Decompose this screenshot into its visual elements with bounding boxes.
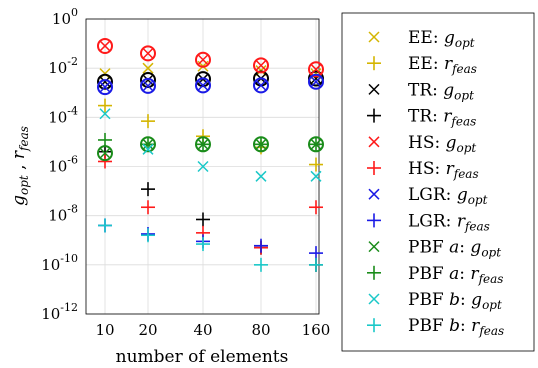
data-point: [253, 77, 269, 94]
data-point: [97, 73, 113, 90]
data-point: [308, 61, 324, 78]
data-point: [254, 238, 268, 253]
legend-label: PBF a: gopt: [408, 238, 501, 260]
y-tick-label: 10-2: [48, 55, 78, 77]
data-point: [254, 137, 268, 152]
legend-entry: HS: gopt: [368, 133, 476, 155]
x-tick-label: 40: [193, 321, 212, 339]
data-point: [197, 160, 209, 173]
legend-label: LGR: gopt: [408, 185, 488, 207]
data-point: [309, 137, 323, 152]
data-point: [254, 257, 268, 272]
legend-marker: [368, 83, 380, 95]
legend-marker: [367, 161, 381, 175]
data-point: [253, 57, 269, 74]
data-point: [196, 237, 210, 252]
data-point: [196, 212, 210, 227]
legend-box: [341, 12, 535, 352]
legend-entry: LGR: gopt: [368, 185, 488, 207]
legend-entry: PBF a: rfeas: [367, 264, 503, 286]
x-tick-label: 10: [95, 321, 114, 339]
y-tick-label: 10-8: [48, 203, 78, 225]
legend-label: PBF b: rfeas: [408, 316, 504, 338]
data-point: [196, 137, 210, 152]
legend-label: PBF b: gopt: [408, 290, 502, 312]
data-point: [195, 51, 211, 68]
legend-label: TR: gopt: [408, 80, 474, 102]
legend-marker: [368, 293, 380, 305]
legend-entry: PBF b: gopt: [368, 290, 502, 312]
data-point: [142, 62, 154, 74]
legend-entry: EE: gopt: [368, 28, 475, 50]
data-point: [99, 108, 111, 120]
legend-entry: TR: rfeas: [367, 107, 476, 129]
data-point: [98, 154, 112, 169]
legend-marker: [367, 265, 381, 280]
legend-label: HS: rfeas: [408, 159, 479, 181]
legend-entry: HS: rfeas: [367, 159, 479, 181]
x-axis-label: number of elements: [116, 347, 289, 367]
legend-label: EE: gopt: [408, 28, 475, 50]
data-point: [98, 132, 112, 147]
legend-label: EE: rfeas: [408, 54, 477, 76]
y-tick-label: 10-10: [41, 252, 78, 274]
data-marks: [97, 37, 324, 272]
legend-entry: PBF b: rfeas: [367, 316, 504, 338]
data-point: [255, 170, 267, 182]
legend-label: TR: rfeas: [408, 107, 476, 129]
data-point: [308, 73, 324, 90]
legend-marker: [367, 108, 381, 123]
data-point: [140, 45, 156, 62]
legend-marker: [367, 56, 381, 71]
legend-entry: LGR: rfeas: [367, 211, 490, 233]
plot-area: [85, 18, 320, 315]
data-point: [97, 37, 113, 54]
y-tick-label: 10-6: [48, 154, 78, 176]
legend-marker: [368, 136, 380, 148]
data-point: [141, 200, 155, 215]
legend: EE: gopt EE: rfeas TR: gopt TR: rfeas HS: go…: [341, 12, 535, 352]
axis-ticks: 10-12 10-10 10-8 10-6 10-4 10-2 100 10 20 40 80 160: [41, 6, 330, 339]
x-tick-label: 20: [138, 321, 157, 339]
data-point: [142, 143, 154, 155]
legend-marker: [367, 318, 381, 333]
data-point: [309, 157, 323, 172]
legend-entry: EE: rfeas: [367, 54, 477, 76]
data-point: [309, 200, 323, 215]
data-point: [309, 257, 323, 272]
data-point: [98, 98, 112, 113]
data-point: [98, 218, 112, 233]
x-tick-label: 160: [302, 321, 331, 339]
legend-marker: [368, 31, 380, 43]
legend-marker: [367, 213, 381, 228]
data-point: [140, 77, 156, 94]
data-point: [195, 77, 211, 94]
legend-label: PBF a: rfeas: [408, 264, 503, 286]
data-point: [141, 114, 155, 129]
legend-marker: [368, 241, 380, 253]
data-point: [97, 79, 113, 96]
y-axis-label: gopt , rfeas: [9, 126, 31, 206]
legend-label: HS: gopt: [408, 133, 476, 155]
data-point: [310, 68, 322, 80]
legend-entry: PBF a: gopt: [368, 238, 501, 260]
data-point: [310, 170, 322, 182]
data-point: [99, 68, 111, 80]
x-tick-label: 80: [251, 321, 270, 339]
data-point: [141, 182, 155, 197]
legend-marker: [368, 188, 380, 200]
y-tick-label: 10-4: [48, 104, 78, 126]
legend-label: LGR: rfeas: [408, 211, 490, 233]
y-tick-label: 10-12: [41, 301, 78, 323]
data-point: [141, 228, 155, 243]
y-tick-label: 100: [52, 6, 78, 28]
legend-entry: TR: gopt: [368, 80, 474, 102]
data-point: [309, 246, 323, 261]
